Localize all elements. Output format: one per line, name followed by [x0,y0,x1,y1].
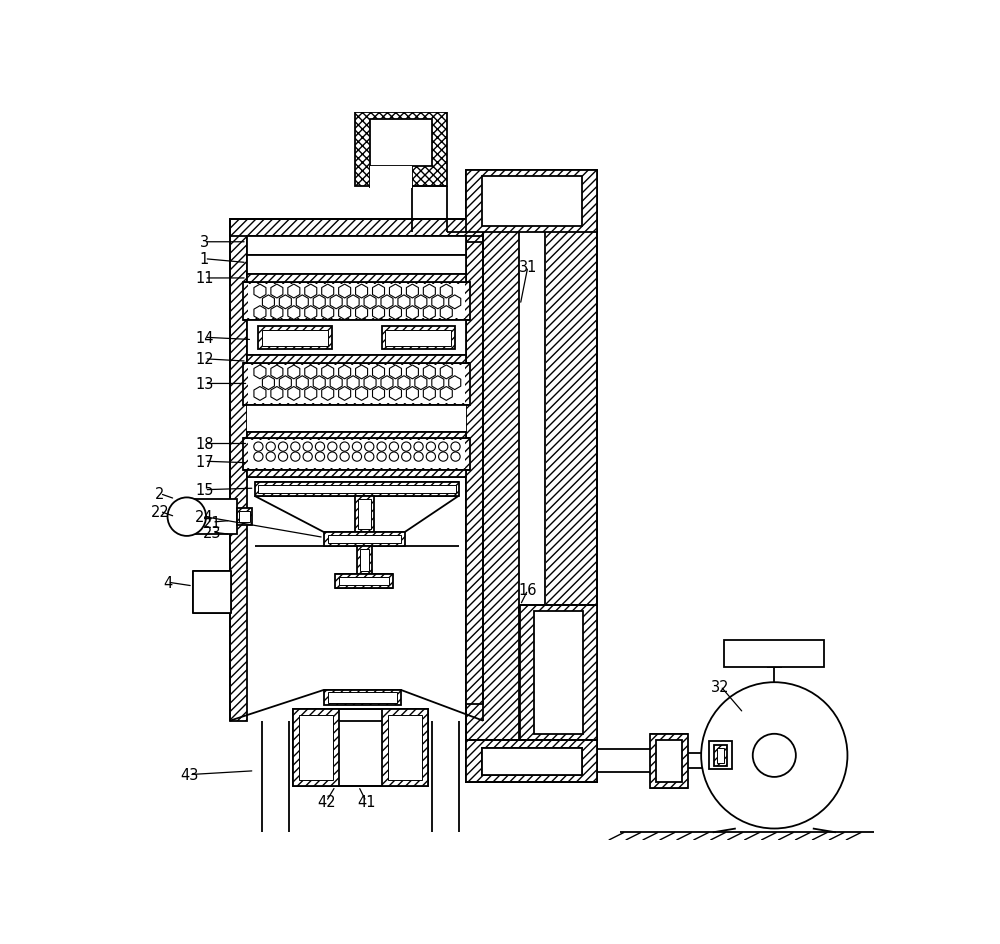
Bar [247,275,466,282]
Bar [247,256,466,275]
Text: 12: 12 [195,352,214,367]
Bar [382,709,428,786]
Circle shape [168,497,206,536]
Bar [262,330,328,346]
Bar [243,439,470,471]
Bar [247,356,466,363]
Text: 13: 13 [195,377,214,392]
Bar [237,509,252,526]
Bar [230,219,483,236]
Bar [293,709,428,786]
Bar [258,328,332,349]
Text: 42: 42 [317,794,335,809]
Text: 1: 1 [200,252,209,267]
Bar [247,236,466,256]
Bar [248,365,465,403]
Bar [255,482,459,497]
Bar [324,532,405,547]
Bar [534,612,583,734]
Text: 15: 15 [195,482,214,497]
Bar [335,575,393,589]
Bar [299,716,333,780]
Bar [543,171,597,783]
Bar [328,535,401,543]
Bar [248,285,465,319]
Bar [714,745,727,767]
Bar [466,219,483,704]
Bar [358,499,371,530]
Bar [482,748,582,775]
Circle shape [753,734,796,777]
Bar [466,171,597,232]
Bar [724,640,824,667]
Bar [370,167,412,189]
Bar [258,485,456,494]
Bar [466,740,597,783]
Text: 3: 3 [200,235,209,250]
Bar [382,328,455,349]
Bar [717,748,724,764]
Text: 43: 43 [180,767,198,783]
Bar [247,321,466,356]
Bar [385,330,451,346]
Bar [248,441,465,468]
Bar [482,748,582,775]
Text: 23: 23 [203,525,221,540]
Bar [239,512,250,522]
Bar [357,547,372,575]
Bar [192,499,237,535]
Text: 41: 41 [357,794,375,809]
Bar [243,282,470,321]
Bar [355,113,447,186]
Text: 24: 24 [195,510,214,525]
Bar [247,432,466,439]
Text: 31: 31 [519,260,537,275]
Bar [656,740,682,782]
Text: 21: 21 [203,515,222,530]
Bar [370,120,432,167]
Text: 22: 22 [150,504,169,519]
Text: 2: 2 [155,486,165,501]
Text: 11: 11 [195,271,214,286]
Bar [519,175,546,779]
Text: 18: 18 [195,436,214,451]
Bar [193,571,231,614]
Bar [709,742,732,769]
Circle shape [701,683,847,829]
Text: 4: 4 [163,575,172,590]
Text: 14: 14 [195,330,214,346]
Bar [388,716,422,780]
Bar [243,363,470,406]
Bar [230,219,247,721]
Bar [520,605,597,740]
Bar [482,177,582,227]
Bar [328,693,397,703]
Bar [466,740,597,783]
Bar [293,709,339,786]
Bar [355,497,374,532]
Text: 16: 16 [519,582,537,598]
Bar [247,471,466,477]
Bar [247,406,466,432]
Bar [466,171,520,783]
Bar [650,734,688,788]
Bar [360,549,369,572]
Bar [339,578,389,585]
Bar [324,690,401,705]
Text: 32: 32 [711,679,730,694]
Text: 17: 17 [195,454,214,469]
